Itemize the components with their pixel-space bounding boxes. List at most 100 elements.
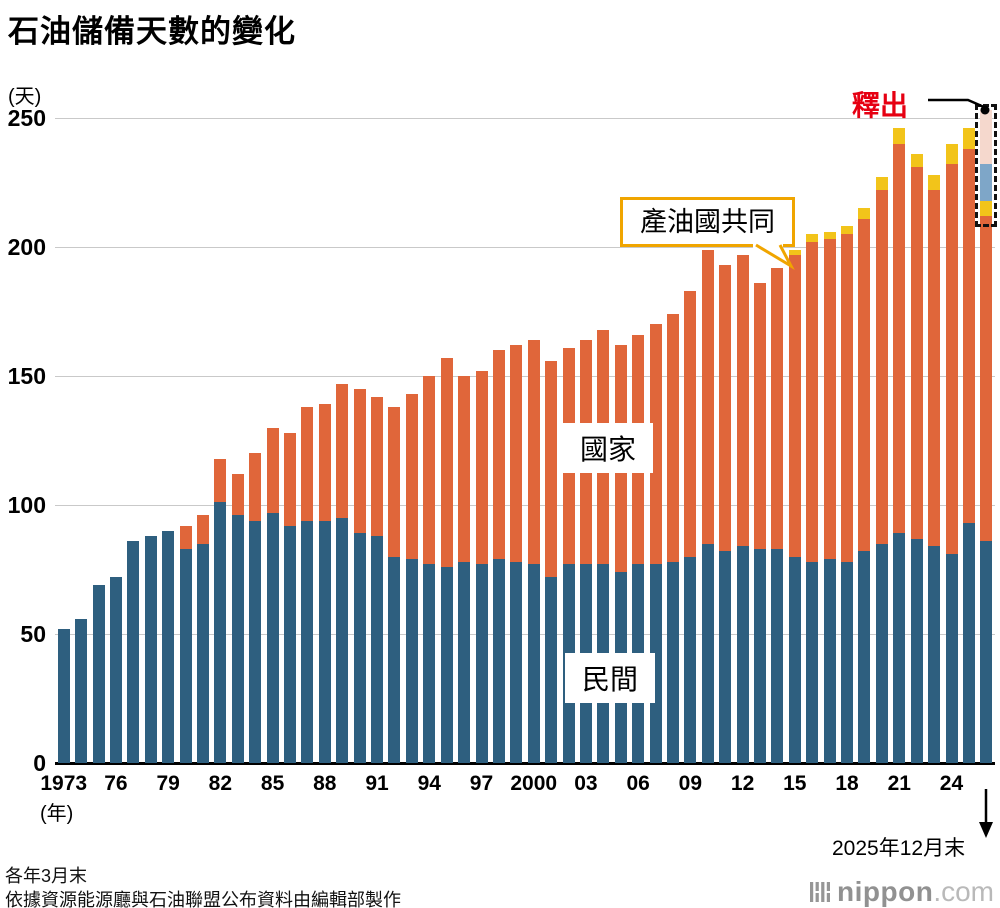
bar-1977 bbox=[127, 541, 140, 763]
bar-2009 bbox=[684, 290, 697, 763]
segment-national bbox=[875, 190, 888, 544]
x-tick-label: 91 bbox=[365, 772, 389, 795]
segment-private bbox=[875, 543, 888, 763]
segment-national bbox=[388, 407, 401, 557]
segment-joint bbox=[841, 226, 853, 235]
x-tick-label: 21 bbox=[887, 772, 911, 795]
bar-2023 bbox=[928, 174, 941, 763]
y-tick-label: 200 bbox=[7, 234, 46, 260]
x-tick-label: 09 bbox=[678, 772, 703, 795]
joint-reserve-callout: 產油國共同 bbox=[620, 197, 795, 247]
bar-2010 bbox=[701, 249, 714, 763]
segment-private bbox=[266, 512, 279, 763]
bar-1984 bbox=[249, 453, 262, 763]
segment-joint bbox=[823, 231, 836, 240]
segment-national bbox=[736, 254, 749, 547]
segment-national bbox=[475, 370, 488, 565]
segment-national bbox=[197, 515, 209, 544]
bar-1997 bbox=[475, 370, 488, 763]
segment-private bbox=[510, 561, 523, 763]
bar-2019 bbox=[858, 208, 871, 763]
gridline bbox=[55, 117, 995, 119]
x-tick-label: 15 bbox=[783, 772, 807, 795]
x-axis-line bbox=[55, 761, 995, 765]
segment-private bbox=[928, 546, 941, 763]
segment-private bbox=[249, 520, 262, 763]
x-tick-label: 03 bbox=[574, 772, 598, 795]
bar-2025年12月末 bbox=[980, 110, 993, 763]
release-label: 釋出 bbox=[852, 90, 909, 121]
segment-joint bbox=[928, 174, 941, 191]
segment-private bbox=[945, 554, 958, 763]
y-tick-label: 150 bbox=[7, 363, 46, 389]
last-bar-date-note: 2025年12月末 bbox=[832, 837, 966, 860]
x-tick-label: 1973 bbox=[40, 772, 88, 795]
segment-national bbox=[336, 383, 349, 518]
segment-private bbox=[980, 541, 993, 763]
segment-national bbox=[458, 376, 471, 562]
bar-1990 bbox=[353, 388, 366, 763]
segment-private bbox=[841, 561, 853, 763]
segment-national bbox=[719, 265, 732, 552]
footnote-period: 各年3月末 bbox=[5, 866, 88, 886]
series-label-private: 民間 bbox=[565, 653, 656, 703]
y-tick-label: 250 bbox=[7, 105, 46, 131]
y-tick-label: 100 bbox=[7, 492, 46, 518]
segment-private bbox=[405, 559, 418, 763]
segment-national bbox=[440, 357, 453, 567]
segment-private bbox=[231, 515, 244, 763]
bar-2025 bbox=[962, 128, 975, 763]
gridline bbox=[55, 504, 995, 506]
bar-2020 bbox=[875, 177, 888, 763]
segment-private bbox=[57, 628, 70, 763]
segment-national bbox=[893, 143, 906, 534]
bar-1994 bbox=[423, 376, 436, 763]
segment-joint bbox=[945, 143, 958, 165]
segment-national bbox=[771, 267, 784, 549]
segment-private bbox=[492, 559, 505, 763]
bar-1995 bbox=[440, 357, 453, 763]
chart-title: 石油儲備天數的變化 bbox=[8, 14, 296, 49]
segment-national bbox=[928, 190, 941, 547]
segment-national bbox=[858, 218, 871, 552]
segment-national bbox=[266, 427, 279, 513]
series-label-national: 國家 bbox=[563, 423, 654, 473]
segment-national bbox=[667, 314, 679, 562]
segment-private bbox=[301, 520, 314, 763]
bar-2014 bbox=[771, 267, 784, 763]
bar-2011 bbox=[719, 265, 732, 763]
segment-national bbox=[301, 407, 314, 521]
segment-joint bbox=[858, 208, 871, 219]
segment-private bbox=[458, 561, 471, 763]
bar-1979 bbox=[162, 530, 175, 763]
footnote-source: 依據資源能源廳與石油聯盟公布資料由編輯部製作 bbox=[5, 890, 401, 908]
x-tick-label: 24 bbox=[939, 772, 964, 795]
bar-2013 bbox=[754, 283, 766, 763]
x-tick-label: 06 bbox=[626, 772, 650, 795]
segment-private bbox=[75, 618, 88, 763]
segment-national bbox=[962, 149, 975, 524]
logo-name: nippon bbox=[837, 876, 934, 907]
y-tick-label: 0 bbox=[33, 750, 46, 776]
segment-private bbox=[667, 561, 679, 763]
segment-private bbox=[962, 523, 975, 763]
x-tick-label: 79 bbox=[156, 772, 180, 795]
segment-private bbox=[893, 533, 906, 763]
segment-national bbox=[980, 216, 993, 542]
segment-national bbox=[841, 234, 853, 562]
bar-1986 bbox=[284, 432, 296, 763]
segment-private bbox=[910, 538, 923, 763]
segment-national bbox=[353, 388, 366, 534]
segment-national bbox=[910, 167, 923, 539]
segment-private bbox=[336, 517, 349, 763]
segment-national bbox=[649, 324, 662, 565]
segment-national bbox=[684, 290, 697, 557]
bar-2007 bbox=[649, 324, 662, 763]
segment-national bbox=[945, 164, 958, 554]
segment-national bbox=[492, 350, 505, 560]
segment-private bbox=[440, 566, 453, 763]
bar-1983 bbox=[231, 474, 244, 763]
x-tick-label: 18 bbox=[835, 772, 859, 795]
